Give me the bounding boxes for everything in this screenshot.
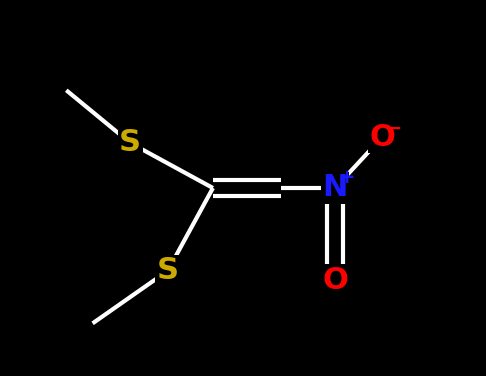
Text: O: O — [369, 123, 395, 152]
Text: O: O — [322, 265, 348, 295]
Text: S: S — [119, 128, 141, 158]
Text: N: N — [322, 173, 348, 203]
Text: S: S — [157, 256, 179, 285]
Text: −: − — [386, 119, 402, 138]
Text: +: + — [339, 168, 355, 187]
